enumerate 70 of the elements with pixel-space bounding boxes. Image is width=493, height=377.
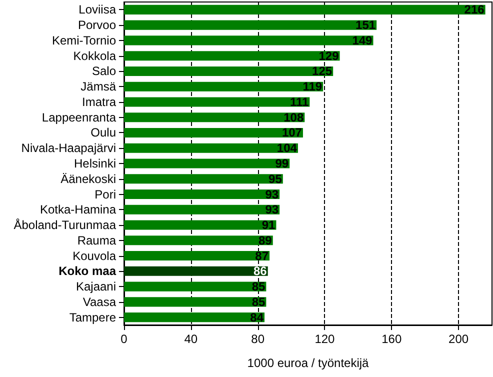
bar: [124, 312, 265, 322]
x-tick-label: 120: [314, 332, 336, 346]
data-label: 216: [464, 2, 485, 17]
data-label: 85: [252, 294, 266, 309]
y-tick-label: Loviisa: [78, 2, 116, 17]
bar: [124, 158, 290, 168]
data-label: 95: [268, 172, 282, 186]
bar: [124, 128, 303, 138]
bar: [124, 297, 266, 307]
data-label: 108: [284, 110, 304, 124]
y-tick-label: Salo: [92, 64, 116, 78]
y-tick-label: Koko maa: [58, 264, 116, 278]
data-label: 85: [252, 280, 266, 294]
data-label: 151: [356, 18, 376, 32]
bar: [124, 4, 486, 14]
y-tick-label: Kajaani: [76, 280, 116, 294]
data-label: 91: [262, 218, 276, 232]
bar: [124, 82, 324, 92]
data-label: 87: [255, 248, 269, 263]
y-tick-label: Tampere: [69, 310, 116, 324]
bar: [124, 20, 377, 30]
bar: [124, 189, 280, 200]
y-tick-label: Nivala-Haapajärvi: [21, 141, 116, 156]
bar: [124, 51, 340, 61]
y-tick-label: Jämsä: [80, 80, 116, 94]
data-label: 149: [352, 33, 373, 48]
x-tick-label: 160: [382, 332, 402, 346]
x-tick-label: 0: [120, 332, 128, 346]
bar: [124, 236, 273, 246]
y-tick-label: Äänekoski: [60, 172, 116, 186]
data-label: 125: [312, 64, 332, 78]
bar: [124, 204, 280, 214]
bar: [124, 174, 283, 184]
data-label: 129: [318, 48, 340, 63]
data-label: 84: [250, 310, 264, 324]
bar: [124, 266, 268, 276]
bar: [124, 143, 298, 153]
data-label: 104: [276, 141, 298, 156]
y-tick-label: Vaasa: [82, 294, 116, 309]
data-label: 89: [258, 233, 272, 248]
bar: [124, 66, 334, 76]
y-tick-label: Porvoo: [78, 18, 116, 32]
data-label: 93: [265, 202, 279, 217]
data-label: 111: [290, 94, 309, 109]
data-label: 86: [253, 264, 268, 278]
bar: [124, 220, 276, 230]
x-tick-label: 40: [184, 332, 198, 346]
data-label: 107: [282, 126, 302, 140]
data-label: 93: [265, 187, 279, 202]
x-tick-label: 200: [448, 332, 469, 346]
data-label: 99: [275, 156, 289, 170]
x-axis-title: 1000 euroa / työntekijä: [247, 356, 370, 370]
y-tick-label: Helsinki: [74, 156, 116, 170]
y-tick-label: Rauma: [77, 233, 116, 248]
y-tick-label: Oulu: [90, 126, 116, 140]
x-tick-label: 80: [251, 332, 265, 346]
y-tick-label: Imatra: [82, 94, 116, 109]
y-tick-label: Åboland-Turunmaa: [14, 218, 116, 232]
y-tick-label: Lappeenranta: [42, 110, 116, 124]
bar: [124, 97, 310, 107]
y-tick-label: Kemi-Tornio: [52, 33, 116, 48]
bar: [124, 112, 305, 122]
y-tick-label: Kokkola: [73, 48, 116, 63]
data-label: 119: [302, 80, 322, 94]
y-tick-label: Pori: [94, 187, 116, 202]
y-tick-label: Kotka-Hamina: [40, 202, 116, 217]
bar: [124, 282, 266, 292]
bar: [124, 251, 270, 261]
bar: [124, 36, 374, 46]
y-tick-label: Kouvola: [72, 248, 116, 263]
